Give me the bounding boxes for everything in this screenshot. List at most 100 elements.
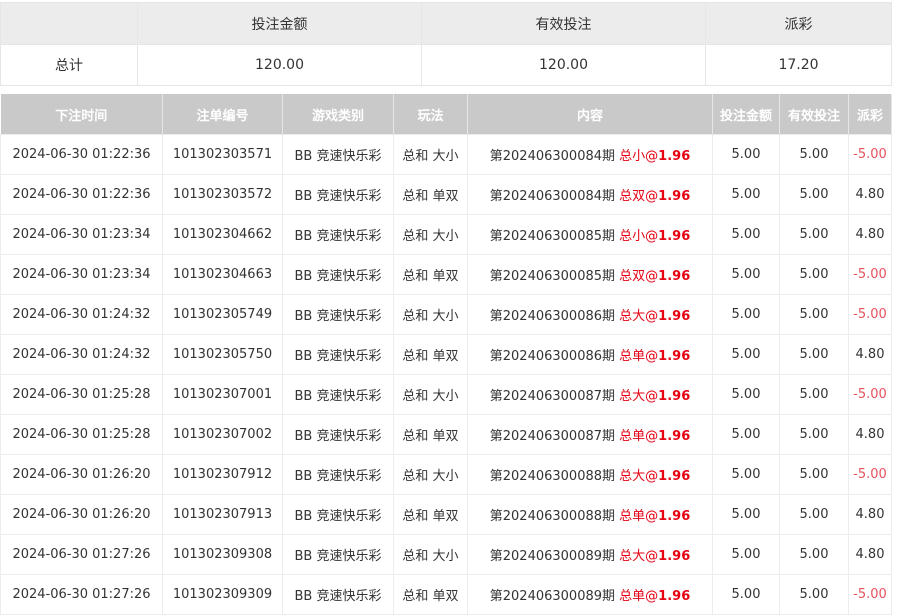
bet-id: 101302307002 [162,414,283,455]
game-type: BB 竞速快乐彩 [282,174,394,215]
bet-amount: 5.00 [712,134,780,175]
bet-id: 101302305749 [162,294,283,335]
bet-id: 101302309308 [162,534,283,575]
odds: 1.96 [658,309,691,324]
payout: 4.80 [848,214,892,255]
payout: 4.80 [848,414,892,455]
bet-content: 第202406300086期 总单@1.96 [467,334,713,375]
column-header: 游戏类别 [282,94,394,135]
issue: 第202406300086期 [489,349,616,364]
bet-time: 2024-06-30 01:23:34 [0,254,163,295]
odds: 1.96 [658,429,691,444]
issue: 第202406300084期 [489,189,616,204]
summary-valid-total: 120.00 [421,44,706,86]
table-row: 2024-06-30 01:24:32 101302305750 BB 竞速快乐… [0,334,892,375]
pick: 总大@ [619,469,659,484]
valid-bet: 5.00 [779,574,849,615]
valid-bet: 5.00 [779,454,849,495]
table-row: 2024-06-30 01:26:20 101302307912 BB 竞速快乐… [0,454,892,495]
bet-amount: 5.00 [712,534,780,575]
column-header: 派彩 [848,94,892,135]
odds: 1.96 [658,509,691,524]
payout: 4.80 [848,334,892,375]
game-type: BB 竞速快乐彩 [282,534,394,575]
bet-content: 第202406300088期 总大@1.96 [467,454,713,495]
bet-amount: 5.00 [712,294,780,335]
play-type: 总和 大小 [393,294,468,335]
odds: 1.96 [658,589,691,604]
payout: 4.80 [848,534,892,575]
bet-time: 2024-06-30 01:23:34 [0,214,163,255]
bet-id: 101302305750 [162,334,283,375]
payout: -5.00 [848,254,892,295]
valid-bet: 5.00 [779,374,849,415]
summary-header-cell: 有效投注 [421,2,706,45]
game-type: BB 竞速快乐彩 [282,334,394,375]
valid-bet: 5.00 [779,294,849,335]
issue: 第202406300087期 [489,389,616,404]
game-type: BB 竞速快乐彩 [282,574,394,615]
pick: 总双@ [619,269,659,284]
bet-content: 第202406300085期 总小@1.96 [467,214,713,255]
game-type: BB 竞速快乐彩 [282,134,394,175]
bet-time: 2024-06-30 01:24:32 [0,294,163,335]
pick: 总单@ [619,509,659,524]
pick: 总单@ [619,429,659,444]
bet-time: 2024-06-30 01:24:32 [0,334,163,375]
bet-id: 101302303571 [162,134,283,175]
valid-bet: 5.00 [779,134,849,175]
table-row: 2024-06-30 01:23:34 101302304663 BB 竞速快乐… [0,254,892,295]
play-type: 总和 大小 [393,134,468,175]
bet-content: 第202406300087期 总大@1.96 [467,374,713,415]
pick: 总单@ [619,349,659,364]
valid-bet: 5.00 [779,254,849,295]
valid-bet: 5.00 [779,214,849,255]
bet-records-table: 下注时间 注单编号 游戏类别 玩法 内容 投注金额 有效投注 派彩 2024-06-30 01… [0,94,892,615]
bet-amount: 5.00 [712,214,780,255]
pick: 总单@ [619,589,659,604]
bet-id: 101302304662 [162,214,283,255]
play-type: 总和 单双 [393,174,468,215]
game-type: BB 竞速快乐彩 [282,494,394,535]
game-type: BB 竞速快乐彩 [282,214,394,255]
valid-bet: 5.00 [779,494,849,535]
bet-content: 第202406300084期 总双@1.96 [467,174,713,215]
play-type: 总和 单双 [393,334,468,375]
bet-content: 第202406300088期 总单@1.96 [467,494,713,535]
column-header: 玩法 [393,94,468,135]
payout: -5.00 [848,454,892,495]
valid-bet: 5.00 [779,534,849,575]
bet-time: 2024-06-30 01:22:36 [0,134,163,175]
odds: 1.96 [658,549,691,564]
payout: 4.80 [848,494,892,535]
bet-amount: 5.00 [712,494,780,535]
payout: -5.00 [848,374,892,415]
valid-bet: 5.00 [779,334,849,375]
summary-payout-total: 17.20 [705,44,892,86]
play-type: 总和 大小 [393,214,468,255]
pick: 总大@ [619,549,659,564]
bet-id: 101302304663 [162,254,283,295]
pick: 总大@ [619,389,659,404]
bet-amount: 5.00 [712,254,780,295]
play-type: 总和 大小 [393,454,468,495]
bet-time: 2024-06-30 01:26:20 [0,454,163,495]
bet-id: 101302303572 [162,174,283,215]
odds: 1.96 [658,349,691,364]
issue: 第202406300085期 [489,269,616,284]
odds: 1.96 [658,229,691,244]
table-row: 2024-06-30 01:22:36 101302303571 BB 竞速快乐… [0,134,892,175]
issue: 第202406300087期 [489,429,616,444]
table-header: 下注时间 注单编号 游戏类别 玩法 内容 投注金额 有效投注 派彩 [0,94,892,135]
issue: 第202406300085期 [489,229,616,244]
table-row: 2024-06-30 01:25:28 101302307001 BB 竞速快乐… [0,374,892,415]
issue: 第202406300089期 [489,589,616,604]
table-row: 2024-06-30 01:27:26 101302309309 BB 竞速快乐… [0,574,892,615]
bet-amount: 5.00 [712,334,780,375]
bet-content: 第202406300089期 总单@1.96 [467,574,713,615]
issue: 第202406300089期 [489,549,616,564]
column-header: 有效投注 [779,94,849,135]
column-header: 内容 [467,94,713,135]
summary-table: 投注金额 有效投注 派彩 总计 120.00 120.00 17.20 [0,2,892,86]
bet-time: 2024-06-30 01:27:26 [0,534,163,575]
